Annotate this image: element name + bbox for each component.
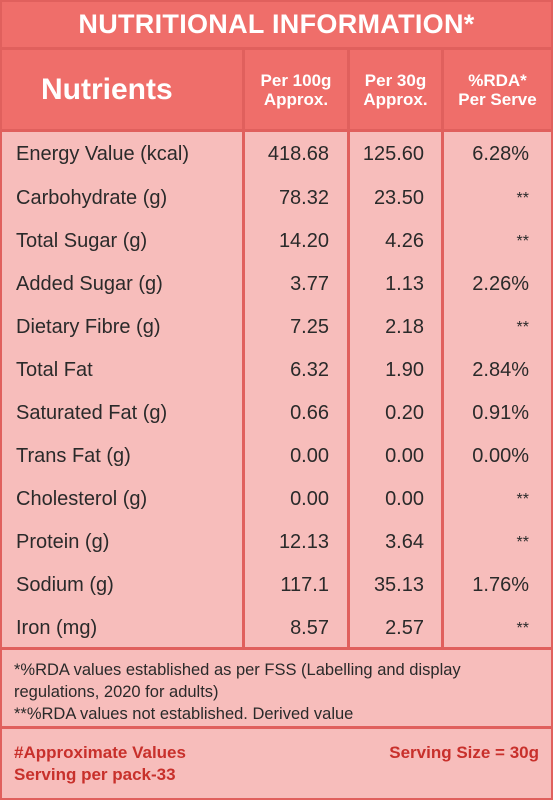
header-per-30g: Per 30g Approx. (347, 50, 441, 129)
table-row: Total Sugar (g) 14.20 4.26 ** (2, 220, 551, 263)
value-per-30g: 1.90 (347, 349, 441, 392)
nutrient-name: Dietary Fibre (g) (16, 316, 161, 338)
value-rda: ** (441, 220, 551, 263)
value-per-30g: 0.20 (347, 392, 441, 435)
table-row: Added Sugar (g) 3.77 1.13 2.26% (2, 263, 551, 306)
value-per-100g: 12.13 (242, 521, 347, 564)
nutrient-name: Carbohydrate (g) (16, 187, 168, 209)
value-per-100g: 7.25 (242, 306, 347, 349)
table-row: Trans Fat (g) 0.00 0.00 0.00% (2, 435, 551, 478)
nutrient-name: Sodium (g) (16, 574, 114, 596)
value-per-100g: 418.68 (242, 132, 347, 177)
footnote-rda-established: *%RDA values established as per FSS (Lab… (14, 661, 461, 679)
nutrient-name: Iron (mg) (16, 617, 98, 639)
value-per-30g: 2.57 (347, 607, 441, 650)
table-row: Sodium (g) 117.1 35.13 1.76% (2, 564, 551, 607)
table-row: Protein (g) 12.13 3.64 ** (2, 521, 551, 564)
value-per-30g: 0.00 (347, 478, 441, 521)
table-row: Cholesterol (g) 0.00 0.00 ** (2, 478, 551, 521)
table-row: Iron (mg) 8.57 2.57 ** (2, 607, 551, 650)
nutrient-name: Total Sugar (g) (16, 230, 148, 252)
value-rda: 2.26% (441, 263, 551, 306)
value-per-30g: 35.13 (347, 564, 441, 607)
value-rda: 0.91% (441, 392, 551, 435)
header-per-100g-line2: Approx. (263, 89, 329, 109)
value-per-100g: 0.00 (242, 435, 347, 478)
nutrient-name: Cholesterol (g) (16, 488, 148, 510)
value-rda: 2.84% (441, 349, 551, 392)
value-per-100g: 0.66 (242, 392, 347, 435)
value-rda: ** (441, 177, 551, 220)
nutrient-name: Total Fat (16, 359, 93, 381)
value-per-30g: 0.00 (347, 435, 441, 478)
value-per-100g: 78.32 (242, 177, 347, 220)
value-rda: ** (441, 306, 551, 349)
header-rda: %RDA* Per Serve (441, 50, 551, 129)
serving-size-label: Serving Size = 30g (389, 743, 539, 762)
table-row: Energy Value (kcal) 418.68 125.60 6.28% (2, 132, 551, 177)
table-body: Energy Value (kcal) 418.68 125.60 6.28% … (2, 132, 551, 650)
value-per-30g: 1.13 (347, 263, 441, 306)
table-row: Carbohydrate (g) 78.32 23.50 ** (2, 177, 551, 220)
value-per-30g: 125.60 (347, 132, 441, 177)
header-per-30g-line1: Per 30g (364, 70, 427, 90)
nutrient-name: Energy Value (kcal) (16, 143, 190, 165)
table-row: Dietary Fibre (g) 7.25 2.18 ** (2, 306, 551, 349)
value-per-100g: 0.00 (242, 478, 347, 521)
value-per-30g: 23.50 (347, 177, 441, 220)
footnote-regulations: regulations, 2020 for adults) (14, 683, 219, 701)
value-per-100g: 8.57 (242, 607, 347, 650)
value-per-30g: 4.26 (347, 220, 441, 263)
table-row: Saturated Fat (g) 0.66 0.20 0.91% (2, 392, 551, 435)
nutrient-name: Protein (g) (16, 531, 110, 553)
value-per-30g: 2.18 (347, 306, 441, 349)
serving-per-pack-label: Serving per pack-33 (14, 765, 176, 784)
value-rda: ** (441, 607, 551, 650)
nutrient-name: Added Sugar (g) (16, 273, 163, 295)
header-rda-line1: %RDA* (468, 70, 527, 90)
value-rda: ** (441, 521, 551, 564)
value-per-100g: 6.32 (242, 349, 347, 392)
approximate-values-label: #Approximate Values (14, 743, 186, 762)
table-header: Nutrients Per 100g Approx. Per 30g Appro… (2, 50, 551, 132)
header-rda-line2: Per Serve (458, 89, 537, 109)
value-per-30g: 3.64 (347, 521, 441, 564)
nutrient-name: Trans Fat (g) (16, 445, 131, 467)
value-rda: 6.28% (441, 132, 551, 177)
value-rda: 1.76% (441, 564, 551, 607)
value-rda: 0.00% (441, 435, 551, 478)
header-per-30g-line2: Approx. (363, 89, 428, 109)
footnotes: *%RDA values established as per FSS (Lab… (2, 647, 551, 729)
header-per-100g-line1: Per 100g (260, 70, 332, 90)
footnote-rda-not-established: **%RDA values not established. Derived v… (14, 705, 354, 723)
header-nutrients: Nutrients (41, 72, 173, 106)
header-per-100g: Per 100g Approx. (242, 50, 347, 129)
value-per-100g: 14.20 (242, 220, 347, 263)
nutrient-name: Saturated Fat (g) (16, 402, 168, 424)
table-row: Total Fat 6.32 1.90 2.84% (2, 349, 551, 392)
value-per-100g: 117.1 (242, 564, 347, 607)
value-rda: ** (441, 478, 551, 521)
panel-title: NUTRITIONAL INFORMATION* (2, 2, 551, 50)
footer: #Approximate Values Serving Size = 30g S… (2, 742, 551, 786)
value-per-100g: 3.77 (242, 263, 347, 306)
